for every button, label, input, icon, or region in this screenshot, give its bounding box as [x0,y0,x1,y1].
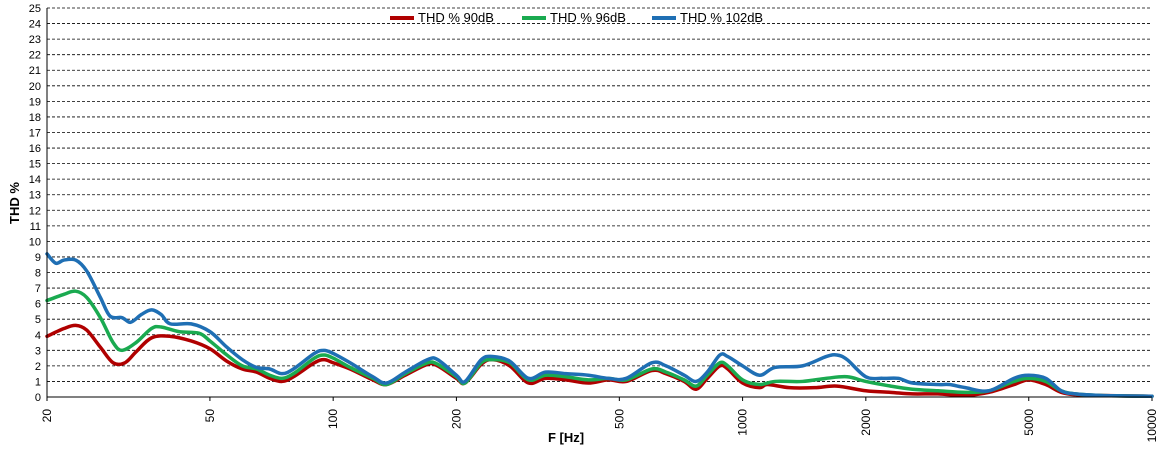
x-tick-label: 50 [203,409,217,423]
y-axis-title: THD % [7,182,22,224]
y-tick-label: 7 [35,283,41,295]
x-tick-label: 1000 [736,409,750,436]
y-tick-label: 11 [30,221,41,233]
series-lines [45,252,1154,398]
series-line-2 [45,252,1154,398]
x-tick-label: 20 [40,409,54,423]
y-tick-label: 17 [29,127,41,139]
legend: THD % 90dB THD % 96dB THD % 102dB [390,10,763,25]
y-tick-label: 21 [29,65,41,77]
y-tick-label: 3 [35,345,41,357]
legend-label-2: THD % 102dB [680,10,763,25]
y-tick-label: 16 [29,143,41,155]
y-tick-label: 9 [35,252,41,264]
x-tick-label: 5000 [1022,409,1036,436]
x-tick-label: 10000 [1145,409,1159,443]
y-tick-labels: 0123456789101112131415161718192021222324… [29,3,41,404]
y-tick-label: 22 [29,50,41,62]
y-tick-label: 10 [29,236,41,248]
y-tick-label: 8 [35,268,41,280]
y-tick-label: 23 [29,34,41,46]
x-tick-label: 500 [612,409,626,429]
y-tick-label: 19 [29,96,41,108]
y-tick-label: 12 [29,205,41,217]
y-tick-label: 2 [35,361,41,373]
y-tick-label: 14 [29,174,41,186]
series-line-0 [45,323,1154,398]
y-tick-label: 15 [29,159,41,171]
y-tick-label: 1 [35,376,41,388]
grid-lines [47,7,1152,382]
legend-label-1: THD % 96dB [550,10,626,25]
y-tick-label: 25 [29,3,41,15]
y-tick-label: 6 [35,299,41,311]
y-tick-label: 13 [29,190,41,202]
y-tick-label: 4 [35,330,41,342]
y-tick-label: 18 [29,112,41,124]
x-axis-title: F [Hz] [548,430,584,445]
y-tick-label: 0 [35,392,41,404]
x-tick-label: 2000 [859,409,873,436]
y-tick-label: 5 [35,314,41,326]
y-tick-label: 20 [29,81,41,93]
x-tick-label: 200 [449,409,463,429]
x-tick-labels: 20 50 100 200 500 1000 2000 5000 10000 [40,397,1159,442]
series-line-1 [45,289,1154,398]
x-tick-label: 100 [326,409,340,429]
y-tick-label: 24 [29,19,41,31]
legend-label-0: THD % 90dB [418,10,494,25]
